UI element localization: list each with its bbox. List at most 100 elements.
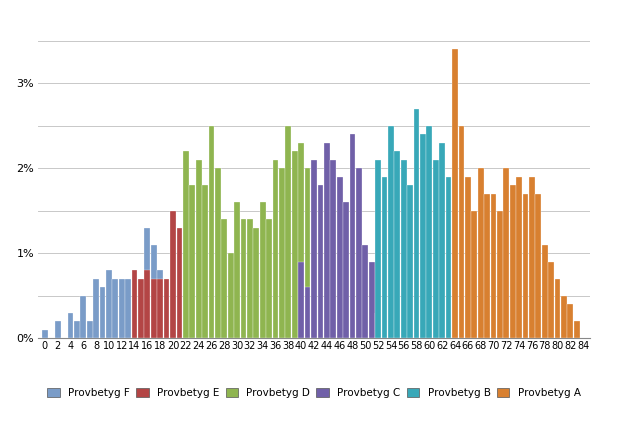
Bar: [472, 211, 477, 338]
Bar: [324, 143, 330, 338]
Bar: [100, 288, 106, 338]
Bar: [446, 177, 452, 338]
Bar: [504, 168, 509, 338]
Bar: [407, 185, 413, 338]
Bar: [144, 270, 150, 338]
Bar: [222, 262, 227, 338]
Bar: [144, 228, 150, 338]
Bar: [426, 126, 432, 338]
Bar: [87, 321, 92, 338]
Bar: [318, 330, 323, 338]
Bar: [183, 211, 188, 338]
Bar: [330, 159, 336, 338]
Bar: [394, 151, 400, 338]
Bar: [542, 245, 548, 338]
Bar: [561, 296, 567, 338]
Bar: [112, 279, 118, 338]
Bar: [266, 219, 272, 338]
Bar: [337, 177, 342, 338]
Bar: [164, 279, 170, 338]
Bar: [311, 313, 317, 338]
Bar: [132, 270, 138, 338]
Bar: [497, 211, 503, 338]
Bar: [465, 177, 471, 338]
Bar: [234, 228, 240, 338]
Bar: [440, 143, 445, 338]
Bar: [350, 134, 355, 338]
Bar: [388, 126, 394, 338]
Bar: [151, 245, 156, 338]
Bar: [125, 279, 131, 338]
Bar: [138, 279, 144, 338]
Bar: [490, 194, 496, 338]
Bar: [228, 253, 234, 338]
Bar: [555, 279, 560, 338]
Bar: [401, 159, 406, 338]
Bar: [433, 159, 439, 338]
Bar: [247, 219, 253, 338]
Bar: [93, 279, 99, 338]
Bar: [241, 219, 246, 338]
Bar: [452, 49, 458, 338]
Bar: [356, 168, 362, 338]
Bar: [286, 126, 291, 338]
Bar: [183, 151, 188, 338]
Bar: [292, 151, 298, 338]
Bar: [369, 262, 374, 338]
Bar: [305, 288, 310, 338]
Bar: [196, 253, 202, 338]
Bar: [452, 330, 458, 338]
Bar: [222, 219, 227, 338]
Bar: [420, 134, 426, 338]
Bar: [196, 159, 202, 338]
Bar: [164, 288, 170, 338]
Bar: [157, 279, 163, 338]
Bar: [382, 177, 387, 338]
Bar: [247, 330, 253, 338]
Bar: [458, 330, 464, 338]
Bar: [254, 228, 259, 338]
Bar: [228, 262, 234, 338]
Bar: [318, 185, 323, 338]
Bar: [138, 279, 144, 338]
Bar: [208, 126, 214, 338]
Bar: [510, 185, 516, 338]
Bar: [536, 194, 541, 338]
Bar: [273, 159, 278, 338]
Bar: [151, 279, 156, 338]
Bar: [202, 253, 208, 338]
Bar: [202, 185, 208, 338]
Bar: [157, 270, 163, 338]
Bar: [548, 262, 554, 338]
Bar: [215, 168, 221, 338]
Bar: [298, 143, 304, 338]
Bar: [55, 321, 60, 338]
Bar: [189, 185, 195, 338]
Bar: [74, 321, 80, 338]
Bar: [375, 313, 381, 338]
Bar: [189, 219, 195, 338]
Bar: [516, 177, 522, 338]
Bar: [234, 202, 240, 338]
Legend: Provbetyg F, Provbetyg E, Provbetyg D, Provbetyg C, Provbetyg B, Provbetyg A: Provbetyg F, Provbetyg E, Provbetyg D, P…: [47, 388, 581, 398]
Bar: [568, 304, 573, 338]
Bar: [311, 159, 317, 338]
Bar: [132, 270, 138, 338]
Bar: [106, 270, 112, 338]
Bar: [170, 211, 176, 338]
Bar: [208, 151, 214, 338]
Bar: [362, 245, 368, 338]
Bar: [68, 313, 73, 338]
Bar: [458, 126, 464, 338]
Bar: [176, 228, 182, 338]
Bar: [80, 296, 86, 338]
Bar: [42, 330, 48, 338]
Bar: [484, 194, 490, 338]
Bar: [119, 279, 124, 338]
Bar: [522, 194, 528, 338]
Bar: [478, 168, 484, 338]
Bar: [305, 168, 310, 338]
Bar: [279, 168, 285, 338]
Bar: [298, 262, 304, 338]
Bar: [215, 168, 221, 338]
